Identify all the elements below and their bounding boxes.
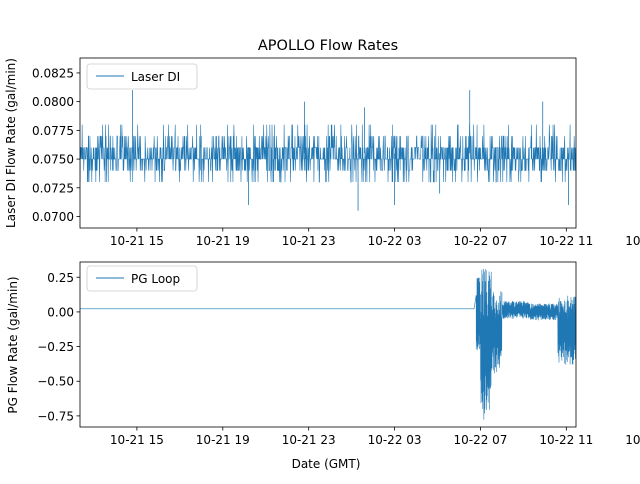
pg-loop-legend-label: PG Loop bbox=[131, 272, 180, 286]
x-tick-label: 10-22 11 bbox=[539, 234, 593, 248]
y-tick-label: 0.0800 bbox=[32, 95, 74, 109]
chart-title: APOLLO Flow Rates bbox=[258, 38, 398, 54]
x-tick-label: 10-22 03 bbox=[368, 433, 422, 447]
laser-di-legend-label: Laser DI bbox=[131, 70, 180, 84]
pg-loop-legend: PG Loop bbox=[86, 265, 198, 292]
x-tick-label: 10-21 19 bbox=[196, 234, 250, 248]
pg-loop-panel: −0.75 −0.50 −0.25 0.00 0.25 10-21 15 10-21 19… bbox=[6, 261, 640, 471]
laser-di-legend-box bbox=[86, 63, 198, 90]
x-tick-label: 10-22 07 bbox=[453, 234, 507, 248]
y-tick-label: 0.25 bbox=[47, 271, 74, 285]
pg-loop-axes-frame bbox=[79, 261, 577, 428]
y-tick-label: 0.0775 bbox=[32, 124, 74, 138]
x-tick-label: 10-21 15 bbox=[110, 433, 164, 447]
y-tick-label: −0.75 bbox=[37, 409, 74, 423]
laser-di-axes-frame bbox=[79, 57, 577, 229]
pg-loop-x-ticks: 10-21 15 10-21 19 10-21 23 10-22 03 10-22 07… bbox=[110, 427, 640, 447]
laser-di-x-ticks: 10-21 15 10-21 19 10-21 23 10-22 03 10-22 07… bbox=[110, 228, 640, 248]
y-tick-label: −0.25 bbox=[37, 340, 74, 354]
y-tick-label: 0.0725 bbox=[32, 181, 74, 195]
x-tick-label: 10-22 15 bbox=[625, 433, 640, 447]
y-tick-label: 0.00 bbox=[47, 305, 74, 319]
x-tick-label: 10-22 07 bbox=[453, 433, 507, 447]
x-tick-label: 10-22 11 bbox=[539, 433, 593, 447]
y-tick-label: −0.50 bbox=[37, 375, 74, 389]
pg-loop-y-axis-label: PG Flow Rate (gal/min) bbox=[6, 276, 20, 413]
pg-loop-series bbox=[80, 268, 576, 420]
pg-loop-y-ticks: −0.75 −0.50 −0.25 0.00 0.25 bbox=[37, 271, 80, 423]
y-tick-label: 0.0700 bbox=[32, 210, 74, 224]
laser-di-legend: Laser DI bbox=[86, 63, 198, 90]
pg-loop-line bbox=[80, 268, 576, 420]
x-tick-label: 10-22 03 bbox=[368, 234, 422, 248]
y-tick-label: 0.0750 bbox=[32, 153, 74, 167]
x-tick-label: 10-21 15 bbox=[110, 234, 164, 248]
pg-loop-legend-box bbox=[86, 265, 198, 292]
y-tick-label: 0.0825 bbox=[32, 66, 74, 80]
laser-di-y-axis-label: Laser DI Flow Rate (gal/min) bbox=[4, 58, 18, 228]
x-tick-label: 10-21 23 bbox=[282, 433, 336, 447]
laser-di-series bbox=[80, 90, 576, 211]
x-tick-label: 10-22 15 bbox=[625, 234, 640, 248]
x-axis-label: Date (GMT) bbox=[292, 457, 361, 471]
x-tick-label: 10-21 19 bbox=[196, 433, 250, 447]
x-tick-label: 10-21 23 bbox=[282, 234, 336, 248]
laser-di-line bbox=[80, 124, 576, 183]
laser-di-panel: 0.0700 0.0725 0.0750 0.0775 0.0800 0.0825 10-… bbox=[4, 38, 640, 248]
laser-di-y-ticks: 0.0700 0.0725 0.0750 0.0775 0.0800 0.0825 bbox=[32, 66, 80, 224]
